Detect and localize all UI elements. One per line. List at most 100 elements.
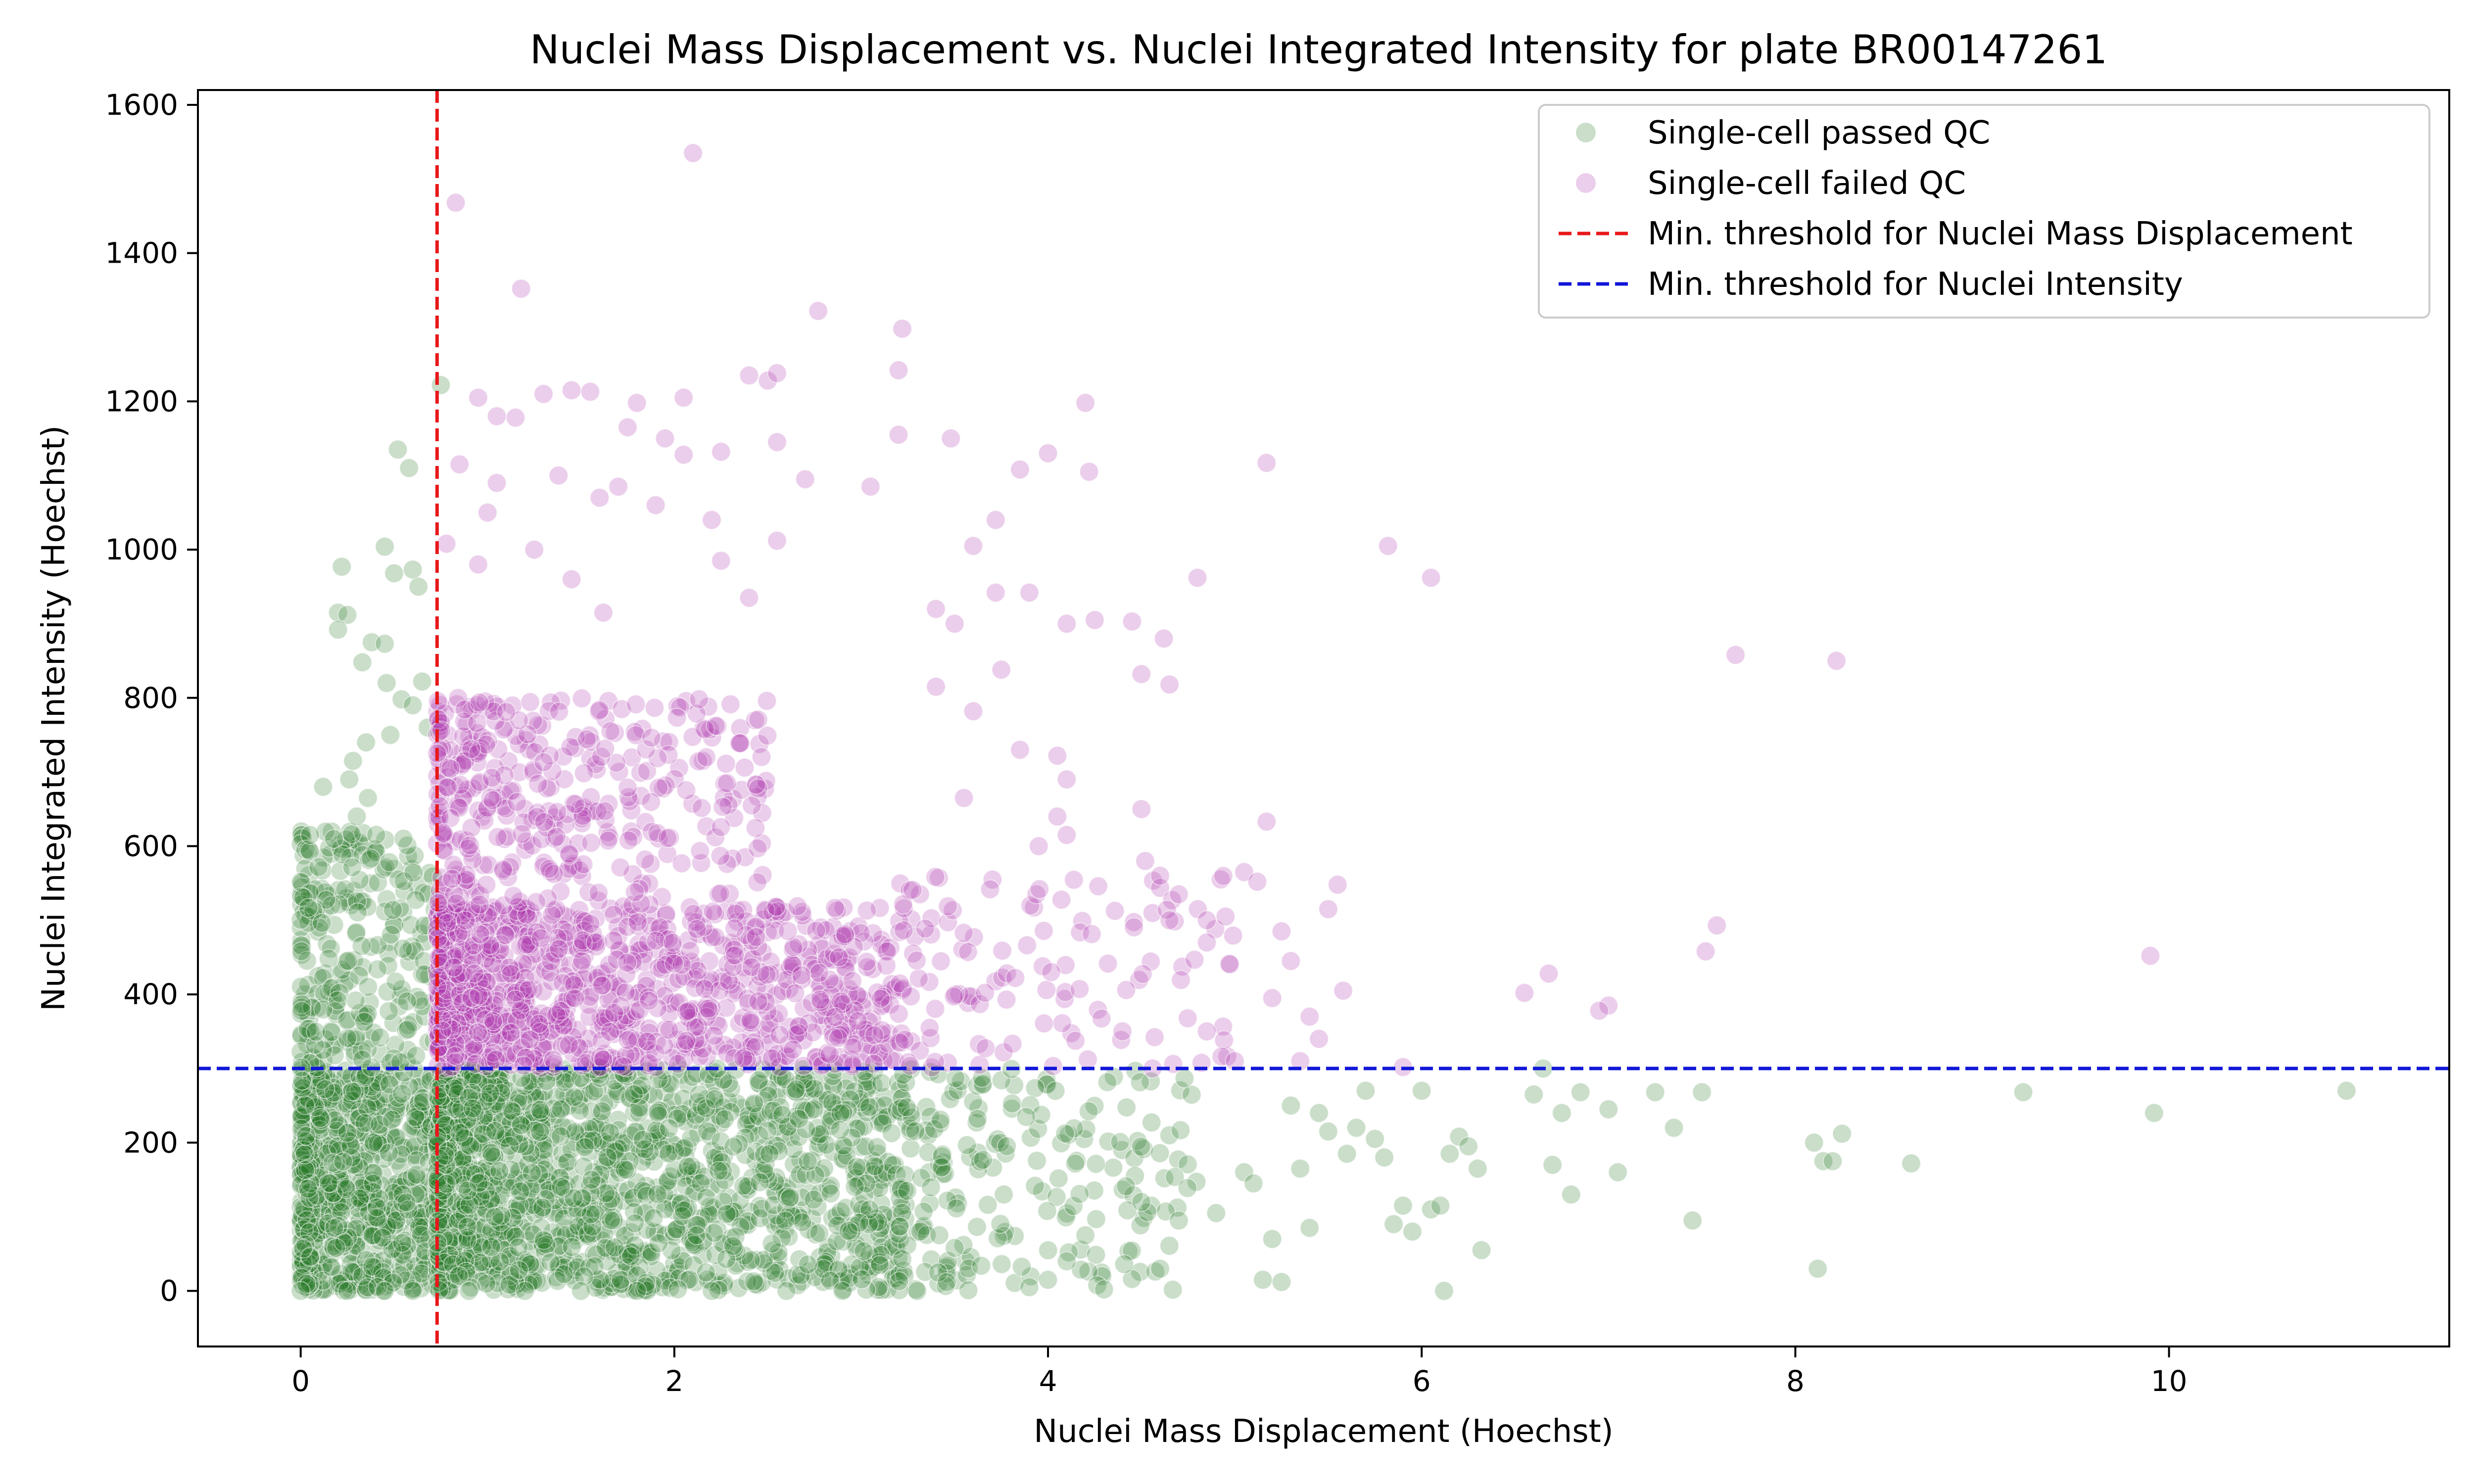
passed-qc-point: [702, 1281, 722, 1301]
passed-qc-point: [358, 788, 378, 808]
failed-qc-point: [785, 983, 806, 1003]
failed-qc-point: [534, 812, 554, 832]
failed-qc-point: [706, 716, 726, 736]
passed-qc-point: [910, 1221, 930, 1242]
passed-qc-point: [852, 1269, 872, 1290]
failed-qc-point: [659, 1020, 679, 1040]
failed-qc-point: [646, 930, 666, 951]
passed-qc-point: [1272, 1272, 1291, 1292]
passed-qc-point: [397, 991, 417, 1012]
failed-qc-point: [1079, 462, 1099, 482]
passed-qc-point: [291, 941, 312, 961]
failed-qc-point: [1047, 806, 1067, 827]
passed-qc-point: [798, 1254, 818, 1275]
passed-qc-point: [370, 1027, 390, 1048]
passed-qc-point: [1056, 1251, 1077, 1271]
failed-qc-point: [746, 818, 765, 838]
failed-qc-point: [1159, 910, 1180, 930]
failed-qc-point: [589, 488, 610, 508]
passed-qc-point: [403, 695, 423, 715]
failed-qc-point: [549, 701, 569, 722]
failed-qc-point: [627, 393, 647, 413]
passed-qc-point: [838, 1221, 858, 1241]
failed-qc-point: [1150, 866, 1170, 886]
passed-qc-point: [733, 1176, 753, 1196]
failed-qc-point: [717, 773, 737, 793]
passed-qc-point: [574, 1137, 595, 1157]
failed-qc-point: [501, 1023, 521, 1043]
failed-qc-point: [667, 1054, 688, 1074]
passed-qc-point: [1664, 1117, 1684, 1138]
passed-qc-point: [1079, 1101, 1099, 1121]
passed-qc-point: [380, 725, 400, 745]
failed-qc-point: [931, 951, 951, 972]
passed-qc-point: [1570, 1082, 1591, 1102]
passed-qc-point: [338, 951, 358, 971]
passed-qc-point: [1011, 1256, 1032, 1277]
failed-qc-point: [889, 424, 908, 445]
passed-qc-point: [973, 1150, 993, 1170]
failed-qc-point: [1010, 460, 1030, 480]
passed-qc-point: [459, 1281, 479, 1301]
failed-qc-point: [572, 951, 592, 971]
passed-qc-point: [337, 1028, 358, 1048]
failed-qc-point: [551, 1001, 571, 1021]
passed-qc-point: [1243, 1173, 1264, 1194]
legend: Single-cell passed QC Single-cell failed…: [1538, 104, 2430, 319]
passed-qc-point: [351, 936, 372, 956]
failed-qc-point: [1328, 875, 1348, 895]
failed-qc-point: [1034, 1013, 1054, 1033]
passed-qc-point: [780, 1187, 800, 1207]
passed-qc-point: [945, 1238, 965, 1258]
failed-qc-point: [901, 986, 921, 1007]
passed-qc-point: [500, 1136, 520, 1156]
failed-qc-point: [1041, 962, 1061, 982]
passed-qc-point: [384, 563, 404, 583]
passed-qc-point: [406, 1164, 427, 1185]
failed-qc-point: [663, 932, 683, 953]
failed-qc-point: [953, 923, 974, 943]
failed-qc-point: [734, 757, 755, 778]
legend-marker-passed: [1576, 123, 1596, 142]
passed-qc-point: [300, 825, 320, 845]
failed-qc-point: [1421, 568, 1441, 588]
failed-qc-point: [1010, 740, 1030, 760]
failed-qc-point: [469, 693, 489, 713]
failed-qc-point: [580, 914, 601, 934]
passed-qc-point: [867, 1137, 887, 1157]
y-tick-label: 600: [123, 829, 178, 863]
x-tick-label: 2: [665, 1364, 683, 1398]
failed-qc-point: [925, 999, 946, 1019]
passed-qc-point: [1561, 1184, 1581, 1205]
failed-qc-point: [767, 432, 787, 452]
failed-qc-point: [713, 797, 733, 817]
passed-qc-point: [832, 1281, 853, 1301]
passed-qc-point: [343, 751, 363, 771]
passed-qc-point: [1206, 1203, 1226, 1223]
passed-qc-point: [312, 913, 332, 933]
passed-qc-point: [324, 829, 344, 849]
failed-qc-point: [626, 695, 646, 714]
passed-qc-point: [291, 976, 311, 997]
failed-qc-point: [1065, 1030, 1086, 1051]
x-tick-label: 4: [1039, 1364, 1057, 1398]
passed-qc-point: [605, 1237, 625, 1257]
failed-qc-point: [546, 827, 567, 847]
failed-qc-point: [1514, 983, 1534, 1003]
passed-qc-point: [1542, 1155, 1563, 1175]
chart-title: Nuclei Mass Displacement vs. Nuclei Inte…: [530, 27, 2108, 73]
passed-qc-point: [315, 1079, 335, 1099]
passed-qc-point: [1116, 1176, 1136, 1196]
failed-qc-point: [748, 778, 768, 798]
failed-qc-point: [593, 1049, 613, 1069]
failed-qc-point: [1105, 901, 1125, 921]
failed-qc-point: [992, 940, 1012, 961]
passed-qc-point: [1037, 1201, 1057, 1221]
legend-item-displacement-threshold: Min. threshold for Nuclei Mass Displacem…: [1559, 216, 2353, 252]
passed-qc-point: [967, 1109, 988, 1129]
failed-qc-point: [748, 709, 768, 730]
passed-qc-point: [356, 732, 376, 752]
passed-qc-point: [760, 1144, 780, 1164]
passed-qc-point: [480, 1083, 500, 1103]
x-tick-label: 6: [1413, 1364, 1431, 1398]
